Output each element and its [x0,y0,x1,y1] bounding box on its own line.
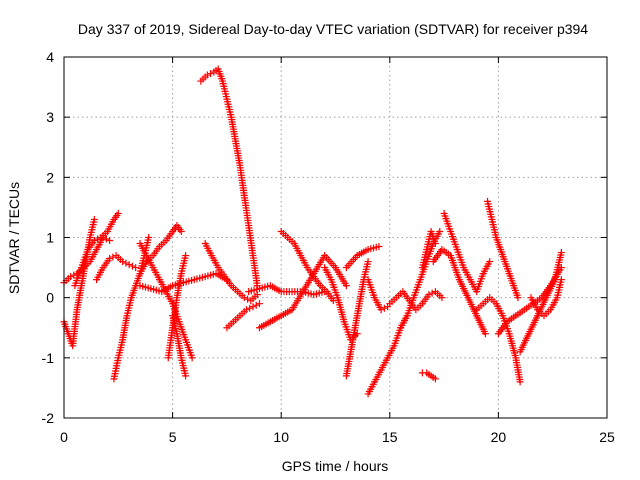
y-tick-label: 2 [46,169,54,185]
data-point [242,306,250,314]
data-point [557,276,565,284]
data-point-interp [102,235,110,243]
data-point-interp [246,304,254,312]
x-axis-label: GPS time / hours [282,458,389,474]
data-point [182,372,190,380]
data-point [375,243,383,251]
data-point-interp [380,304,388,312]
x-tick-label: 20 [491,429,507,445]
data-point [329,297,337,305]
series-arc-11 [197,65,261,290]
data-point [177,227,185,235]
data-point [438,294,446,302]
series-arc-04 [93,252,140,284]
y-tick-label: -2 [42,410,55,426]
data-point [67,273,75,281]
data-point [90,215,98,223]
data-point [436,227,444,235]
data-point-interp [122,259,130,267]
y-tick-label: 0 [46,290,54,306]
data-point-interp [207,70,215,78]
data-point [249,303,257,311]
data-points [60,65,565,398]
data-point [342,282,350,290]
axis-ticks: 0 5 10 15 20 25 -2 -1 0 1 2 3 4 [42,49,615,445]
data-point [557,249,565,257]
data-point [514,294,522,302]
data-point [431,375,439,383]
y-axis-label: SDTVAR / TECUs [6,182,22,294]
data-point-interp [252,301,260,309]
y-tick-label: 1 [46,230,54,246]
data-point [481,330,489,338]
series-arc-20 [364,276,392,314]
y-tick-label: 3 [46,109,54,125]
series-arc-10 [136,270,231,296]
series-arc-13 [223,300,263,332]
y-tick-label: -1 [42,350,55,366]
data-point [240,294,248,302]
data-point [119,258,127,266]
y-tick-label: 4 [46,49,54,65]
data-point [132,264,140,272]
data-point [255,300,263,308]
data-point [114,209,122,217]
data-point [516,378,524,386]
series-arc-17 [321,264,361,344]
series-arc-19 [342,243,383,272]
data-point [188,354,196,362]
series-arc-32 [527,276,565,320]
data-point [377,306,385,314]
chart-title: Day 337 of 2019, Sidereal Day-to-day VTE… [78,21,588,37]
data-point [106,255,114,263]
data-point [486,258,494,266]
series-arc-24 [418,369,439,383]
series-arc-22 [386,288,446,314]
series-arc-31 [516,249,565,356]
series-arc-07 [136,221,185,278]
series-arc-25 [418,227,439,272]
data-point [182,252,190,260]
data-point [425,291,433,299]
series-arc-29 [484,197,522,302]
x-tick-label: 0 [60,429,68,445]
data-point [353,330,361,338]
series-arc-26 [429,246,489,338]
series-arc-09 [169,312,190,380]
x-tick-label: 15 [382,429,398,445]
data-point [203,71,211,79]
data-point [106,237,114,245]
data-point [90,237,98,245]
x-tick-label: 25 [599,429,615,445]
data-point [145,234,153,241]
x-tick-label: 5 [169,429,177,445]
series-arc-15 [255,252,350,332]
x-tick-label: 10 [273,429,289,445]
series-arc-12 [201,240,261,305]
data-point-interp [128,262,136,270]
series-arc-27 [440,209,494,296]
data-point [364,258,372,266]
data-point [125,261,133,269]
series-arc-18 [342,258,372,380]
data-point-interp [94,235,102,243]
series-arc-03 [71,209,122,290]
series-arc-16 [277,227,337,305]
data-point [431,240,439,248]
